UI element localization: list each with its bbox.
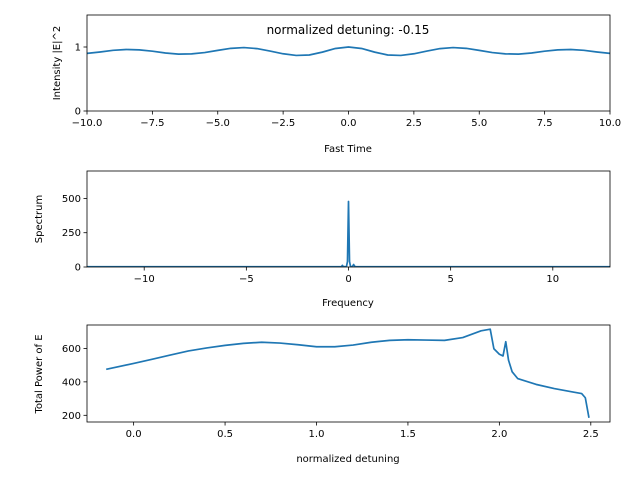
x-tick-label: 1.0 xyxy=(309,429,325,440)
x-tick-label: 10 xyxy=(546,274,559,285)
y-tick-label: 200 xyxy=(62,411,81,422)
x-tick-label: −5.0 xyxy=(206,118,230,129)
total-power-subplot: normalized detuning Total Power of E 0.0… xyxy=(34,324,611,465)
x-tick-label: 0.0 xyxy=(126,429,142,440)
x-tick-label: 2.5 xyxy=(406,118,422,129)
annotation-text: normalized detuning: -0.15 xyxy=(267,23,430,37)
x-tick-label: 0 xyxy=(345,274,351,285)
x-tick-label: −10 xyxy=(134,274,155,285)
y-axis-label: Intensity |E|^2 xyxy=(52,26,63,101)
x-tick-label: 5 xyxy=(447,274,453,285)
y-tick-label: 1 xyxy=(75,43,81,54)
series-line-0 xyxy=(87,46,610,57)
x-tick-label: 0.0 xyxy=(341,118,357,129)
x-tick-label: −2.5 xyxy=(271,118,295,129)
y-tick-label: 500 xyxy=(62,194,81,205)
axes-frame xyxy=(86,324,611,423)
x-tick-label: 5.0 xyxy=(471,118,487,129)
x-tick-label: −5 xyxy=(239,274,254,285)
y-axis-label: Total Power of E xyxy=(34,334,45,414)
y-tick-label: 0 xyxy=(75,263,81,274)
x-tick-label: 2.5 xyxy=(583,429,599,440)
series-line-0 xyxy=(106,328,590,418)
x-tick-label: 1.5 xyxy=(400,429,416,440)
y-tick-label: 600 xyxy=(62,344,81,355)
y-tick-label: 250 xyxy=(62,228,81,239)
y-tick-label: 0 xyxy=(75,107,81,118)
spectrum-subplot: Frequency Spectrum −10 −5 0 5 10 0 250 500 xyxy=(34,170,611,309)
y-tick-label: 400 xyxy=(62,377,81,388)
x-tick-label: 0.5 xyxy=(217,429,233,440)
y-axis-label: Spectrum xyxy=(34,195,45,243)
x-axis-label: Frequency xyxy=(322,298,374,309)
x-tick-label: −7.5 xyxy=(140,118,164,129)
intensity-subplot: normalized detuning: -0.15 Fast Time Int… xyxy=(52,14,621,155)
x-tick-label: 10.0 xyxy=(599,118,621,129)
x-tick-label: −10.0 xyxy=(72,118,103,129)
series-line-0 xyxy=(87,200,610,267)
x-axis-label: Fast Time xyxy=(324,144,372,155)
x-tick-label: 7.5 xyxy=(537,118,553,129)
x-tick-label: 2.0 xyxy=(491,429,507,440)
x-axis-label: normalized detuning xyxy=(296,454,399,465)
